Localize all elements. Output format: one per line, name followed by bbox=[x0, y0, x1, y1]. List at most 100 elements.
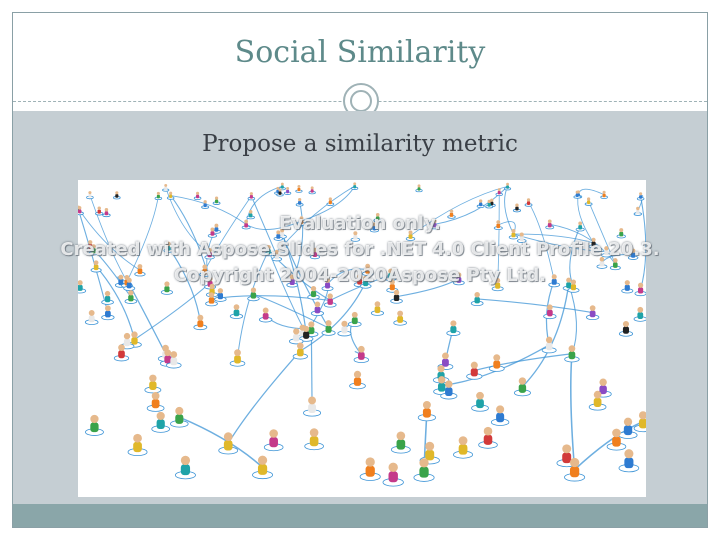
person-figure bbox=[633, 411, 646, 433]
person-figure bbox=[476, 199, 485, 209]
person-figure bbox=[485, 199, 494, 209]
person-figure bbox=[263, 429, 284, 452]
person-figure bbox=[373, 212, 383, 223]
person-figure bbox=[165, 351, 182, 369]
person-figure bbox=[609, 258, 621, 271]
person-figure bbox=[567, 279, 580, 293]
person-figure bbox=[390, 289, 403, 304]
person-figure bbox=[545, 219, 555, 230]
person-figure bbox=[295, 197, 304, 207]
watermark-line-3: Copyright 2004-2020Aspose Pty Ltd. bbox=[173, 265, 547, 286]
person-figure bbox=[214, 288, 227, 302]
person-figure bbox=[299, 325, 314, 342]
network-link bbox=[327, 268, 368, 285]
network-link bbox=[497, 191, 500, 285]
person-figure bbox=[151, 411, 171, 433]
person-figure bbox=[218, 432, 239, 455]
person-figure bbox=[127, 433, 148, 457]
person-figure bbox=[207, 227, 218, 238]
person-figure bbox=[241, 219, 251, 230]
network-link bbox=[126, 195, 159, 282]
person-figure bbox=[303, 396, 322, 417]
person-figure bbox=[382, 462, 404, 487]
person-figure bbox=[199, 264, 211, 277]
person-figure bbox=[415, 184, 423, 193]
network-link bbox=[570, 353, 576, 470]
watermark-line-2: Created with Aspose.Slides for .NET 4.0 … bbox=[60, 239, 660, 260]
person-figure bbox=[633, 206, 642, 216]
person-figure bbox=[440, 380, 458, 400]
person-figure bbox=[596, 256, 608, 269]
person-figure bbox=[384, 268, 397, 282]
person-figure bbox=[85, 414, 104, 436]
person-figure bbox=[351, 182, 359, 190]
person-figure bbox=[295, 185, 303, 193]
person-figure bbox=[584, 197, 593, 206]
network-link bbox=[574, 420, 644, 471]
person-figure bbox=[471, 391, 489, 412]
person-figure bbox=[600, 190, 608, 199]
network-link bbox=[568, 283, 578, 354]
person-figure bbox=[160, 281, 173, 295]
person-figure bbox=[601, 246, 612, 258]
person-figure bbox=[252, 455, 274, 480]
person-figure bbox=[146, 392, 165, 412]
person-figure bbox=[430, 219, 440, 230]
person-figure bbox=[273, 230, 284, 241]
person-figure bbox=[78, 206, 84, 216]
person-figure bbox=[297, 216, 306, 226]
person-figure bbox=[405, 230, 416, 241]
person-figure bbox=[166, 191, 175, 200]
footer-bar bbox=[13, 504, 707, 527]
person-figure bbox=[490, 405, 510, 426]
person-figure bbox=[321, 320, 336, 336]
person-figure bbox=[134, 264, 146, 277]
network-link bbox=[79, 210, 141, 271]
watermark-line-1: Evaluation only. bbox=[279, 213, 441, 234]
network-link bbox=[513, 233, 607, 253]
network-link bbox=[89, 194, 128, 282]
person-figure bbox=[124, 290, 138, 304]
person-figure bbox=[634, 282, 646, 297]
person-figure bbox=[618, 320, 634, 337]
person-figure bbox=[588, 390, 607, 411]
person-figure bbox=[154, 191, 163, 201]
person-figure bbox=[417, 400, 436, 422]
person-figure bbox=[349, 370, 366, 390]
person-figure bbox=[283, 186, 292, 195]
person-figure bbox=[205, 292, 218, 307]
person-figure bbox=[289, 328, 304, 345]
person-figure bbox=[618, 417, 638, 439]
network-link bbox=[227, 350, 301, 444]
person-figure bbox=[370, 301, 385, 316]
person-figure bbox=[359, 457, 381, 481]
person-figure bbox=[541, 336, 557, 354]
person-figure bbox=[350, 231, 361, 242]
person-figure bbox=[470, 292, 484, 306]
network-link bbox=[640, 196, 646, 290]
person-figure bbox=[229, 304, 244, 319]
content-area: Propose a similarity metric bbox=[13, 111, 707, 504]
slide-subtitle: Propose a similarity metric bbox=[202, 131, 518, 157]
person-figure bbox=[585, 305, 600, 321]
person-figure bbox=[491, 278, 504, 292]
network-link bbox=[280, 185, 355, 249]
person-figure bbox=[212, 196, 221, 205]
person-figure bbox=[123, 277, 136, 291]
person-figure bbox=[393, 310, 407, 326]
person-figure bbox=[391, 431, 411, 454]
network-link bbox=[237, 250, 270, 358]
person-figure bbox=[347, 311, 362, 327]
network-link bbox=[521, 283, 570, 388]
person-figure bbox=[84, 309, 99, 325]
person-figure bbox=[258, 307, 273, 323]
person-figure bbox=[95, 206, 104, 216]
network-link bbox=[434, 186, 508, 225]
network-link bbox=[268, 250, 331, 301]
person-figure bbox=[271, 249, 283, 262]
person-figure bbox=[618, 449, 640, 473]
network-link bbox=[170, 195, 247, 225]
person-figure bbox=[114, 274, 127, 288]
person-figure bbox=[513, 377, 531, 397]
person-figure bbox=[309, 247, 321, 260]
